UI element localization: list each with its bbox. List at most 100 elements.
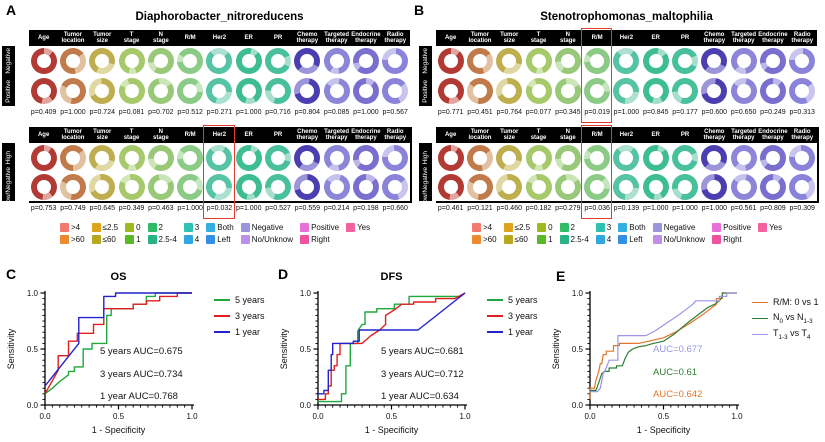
column-header-line: Tumor: [93, 128, 112, 135]
p-value: p=0.764: [496, 109, 522, 116]
table-bottom-border: [29, 201, 412, 203]
p-value: p=0.081: [118, 109, 145, 116]
column-header: Her2: [612, 127, 641, 143]
donut-hole: [212, 179, 227, 194]
donut-hole: [531, 150, 546, 165]
column-header-line: therapy: [762, 135, 784, 141]
legend-item: 1: [125, 234, 141, 244]
legend-column: 2 2.5-4: [147, 222, 177, 244]
p-value: p=0.309: [789, 205, 815, 212]
roc-legend-item: 5 years: [487, 292, 538, 308]
donut-chart: [642, 144, 669, 171]
donut-chart: [206, 144, 233, 171]
significant-column-highlight-box: [203, 125, 235, 219]
p-value: p=0.724: [89, 109, 115, 116]
donut-hole: [795, 179, 810, 194]
chart-text: 0.0: [39, 412, 51, 421]
column-header: ER: [234, 30, 263, 46]
column-header-line: Chemo: [704, 31, 725, 38]
column-header-line: Age: [444, 34, 457, 41]
legend-item: ≤2.5: [91, 222, 118, 232]
column-header: R/M: [175, 30, 204, 46]
column-header-line: Endocrine: [758, 31, 788, 38]
legend-swatch: [300, 234, 310, 244]
legend-item: No/Unknow: [652, 234, 705, 244]
column-header: PR: [263, 127, 292, 143]
donut-hole: [472, 54, 487, 68]
donut-chart: [730, 144, 757, 171]
donut-hole: [648, 179, 663, 194]
column-header-line: Radio: [793, 31, 811, 38]
donut-chart: [496, 173, 523, 200]
donut-chart: [59, 173, 86, 200]
column-header: ER: [641, 30, 670, 46]
donut-chart: [147, 48, 174, 74]
column-header-line: therapy: [325, 38, 348, 44]
row-label: Low/Negative: [419, 167, 432, 206]
column-header-line: N: [565, 31, 570, 38]
column-header-line: therapy: [296, 38, 319, 44]
panel-c-letter: C: [6, 266, 17, 282]
column-header: Targeted therapy: [322, 30, 351, 46]
table-right-border: [816, 127, 819, 203]
chart-text: 1.0: [731, 412, 743, 421]
donut-chart: [437, 48, 464, 74]
donut-chart: [265, 78, 292, 104]
donut-hole: [124, 179, 139, 194]
column-header-line: Age: [37, 131, 50, 138]
donut-hole: [795, 54, 810, 68]
donut-chart: [323, 48, 350, 74]
column-header: Chemo therapy: [293, 127, 322, 143]
legend-item: Positive: [300, 222, 339, 232]
auc-annotation: 3 years AUC=0.734: [100, 369, 183, 380]
roc-legend-label: 5 years: [235, 295, 265, 305]
donut-hole: [795, 150, 810, 165]
column-header: PR: [263, 30, 292, 46]
donut-hole: [329, 84, 344, 98]
donut-chart: [437, 173, 464, 200]
column-header: Age: [29, 127, 58, 143]
legend-label: No/Unknow: [251, 234, 294, 244]
chart-text: 1.0: [27, 289, 39, 298]
legend-column: Yes: [346, 222, 370, 244]
donut-chart: [554, 173, 581, 200]
legend-swatch: [712, 234, 722, 244]
column-header: R/M: [175, 127, 204, 143]
column-header-line: Chemo: [297, 128, 318, 135]
donut-hole: [736, 179, 751, 194]
donut-chart: [759, 78, 786, 104]
column-header-line: R/M: [184, 131, 196, 138]
column-header-line: N: [565, 128, 570, 135]
donut-hole: [153, 179, 168, 194]
donut-chart: [59, 144, 86, 171]
column-header-line: Tumor: [63, 31, 83, 38]
panel-b-title: Stenotrophomonas_maltophilia: [540, 11, 713, 23]
donut-hole: [619, 84, 634, 98]
donut-chart: [118, 78, 145, 104]
p-value: p=0.512: [177, 109, 203, 116]
legend-label: >4: [483, 222, 493, 232]
donut-hole: [678, 150, 693, 165]
auc-annotation: AUC=0.677: [653, 344, 702, 355]
donut-hole: [153, 54, 168, 68]
roc-chart-stratified: 0.00.0 0.5 0.5 1.0 1.0 1 - Specificity Sensiti…: [551, 289, 743, 435]
donut-hole: [358, 150, 373, 165]
roc-legend-label: 3 years: [508, 311, 538, 321]
auc-annotation: 5 years AUC=0.675: [100, 346, 183, 357]
legend-column: ≤2.5 ≤60: [91, 222, 118, 244]
column-header-line: size: [96, 38, 108, 44]
legend-item: Right: [300, 234, 339, 244]
chart-text: OS: [111, 271, 127, 283]
donut-hole: [502, 179, 517, 194]
donut-hole: [736, 150, 751, 165]
donut-hole: [95, 179, 110, 194]
donut-hole: [443, 54, 458, 68]
column-header-line: R/M: [184, 34, 196, 41]
legend-label: Right: [311, 234, 330, 244]
donut-hole: [707, 54, 722, 68]
row-label-strip: High Low/Negative: [419, 143, 432, 206]
donut-chart: [466, 144, 493, 171]
